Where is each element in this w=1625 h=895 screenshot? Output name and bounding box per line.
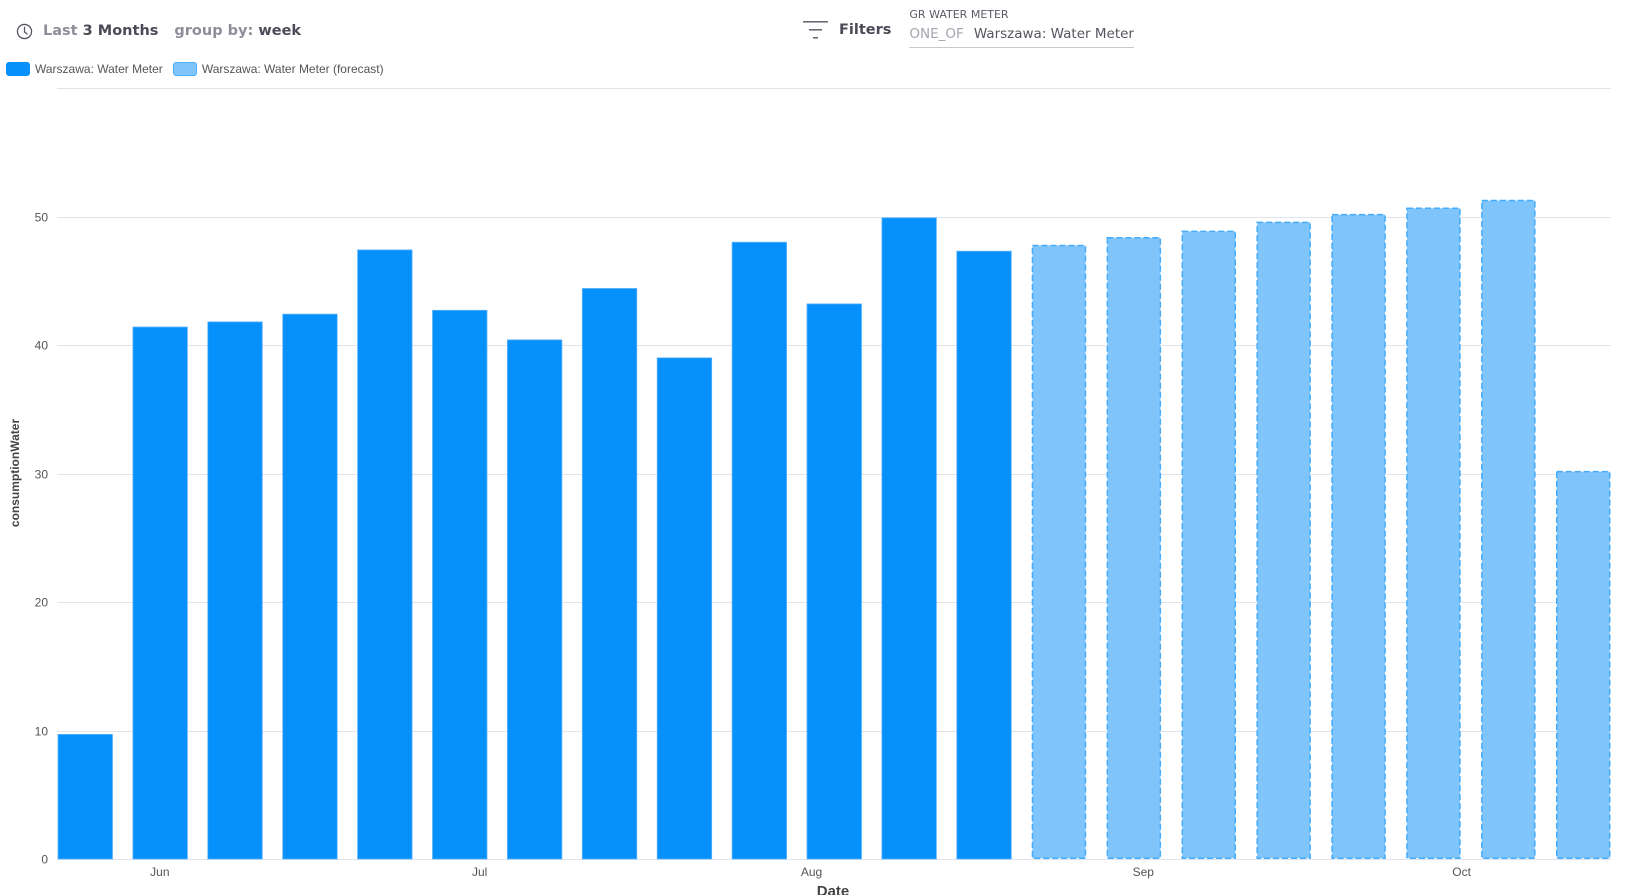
bar-actual[interactable]: [581, 288, 638, 860]
group-value: week: [258, 23, 302, 39]
bar-actual[interactable]: [656, 357, 713, 860]
bar-actual[interactable]: [881, 217, 937, 860]
legend-swatch-actual: [6, 62, 30, 76]
clock-icon: [16, 23, 33, 39]
bar-forecast[interactable]: [1031, 244, 1087, 859]
range-value: 3 Months: [82, 23, 159, 39]
bar-actual[interactable]: [731, 241, 787, 860]
filter-operator: ONE_OF: [909, 26, 964, 42]
filter-chip-title: GR WATER METER: [909, 8, 1009, 21]
x-axis-title: Date: [817, 883, 850, 895]
y-axis-title: consumptionWater: [8, 419, 22, 528]
x-tick-label: Oct: [1452, 865, 1471, 879]
time-range-button[interactable]: Last 3 Months: [43, 23, 158, 39]
time-range-toolbar: Last 3 Months group by: week: [16, 18, 301, 44]
bar-forecast[interactable]: [1481, 199, 1536, 860]
bar-actual[interactable]: [432, 309, 488, 860]
filters-bar: Filters GR WATER METER ONE_OF Warszawa: W…: [803, 8, 1134, 48]
bar-forecast[interactable]: [1331, 213, 1386, 859]
filter-value: Warszawa: Water Meter: [973, 26, 1134, 42]
y-tick-label: 20: [35, 596, 49, 610]
bar-forecast[interactable]: [1556, 470, 1611, 859]
bar-actual[interactable]: [956, 250, 1012, 860]
bar-actual[interactable]: [132, 326, 188, 860]
y-tick-label: 10: [35, 725, 49, 739]
bar-actual[interactable]: [506, 339, 563, 860]
bar-forecast[interactable]: [1106, 237, 1162, 859]
legend-swatch-forecast: [172, 62, 197, 76]
x-tick-label: Aug: [801, 865, 822, 879]
x-tick-label: Jun: [150, 865, 169, 879]
filters-button[interactable]: Filters: [803, 20, 891, 40]
range-prefix: Last: [43, 23, 78, 39]
bar-actual[interactable]: [207, 321, 263, 860]
group-by-button[interactable]: group by: week: [174, 23, 301, 39]
bar-actual[interactable]: [806, 303, 862, 860]
group-prefix: group by:: [174, 23, 254, 39]
y-tick-label: 40: [35, 339, 49, 353]
filter-icon: [803, 21, 828, 39]
filters-label: Filters: [839, 22, 892, 38]
legend-label-forecast: Warszawa: Water Meter (forecast): [201, 62, 384, 76]
x-tick-label: Jul: [472, 865, 487, 879]
y-tick-label: 50: [35, 211, 49, 225]
filter-chip-water-meter[interactable]: GR WATER METER ONE_OF Warszawa: Water Met…: [909, 8, 1134, 48]
bar-forecast[interactable]: [1256, 221, 1311, 859]
y-tick-label: 0: [41, 853, 48, 867]
legend-label-actual: Warszawa: Water Meter: [35, 62, 163, 76]
legend-item-forecast[interactable]: Warszawa: Water Meter (forecast): [172, 62, 384, 76]
y-tick-label: 30: [35, 468, 49, 482]
bar-forecast[interactable]: [1406, 207, 1461, 859]
x-tick-label: Sep: [1133, 865, 1155, 879]
bar-actual[interactable]: [57, 733, 113, 860]
chart-legend: Warszawa: Water Meter Warszawa: Water Me…: [6, 62, 394, 76]
bar-actual[interactable]: [282, 313, 338, 860]
legend-item-actual[interactable]: Warszawa: Water Meter: [6, 62, 163, 76]
bar-actual[interactable]: [357, 249, 413, 860]
bar-forecast[interactable]: [1181, 230, 1236, 859]
